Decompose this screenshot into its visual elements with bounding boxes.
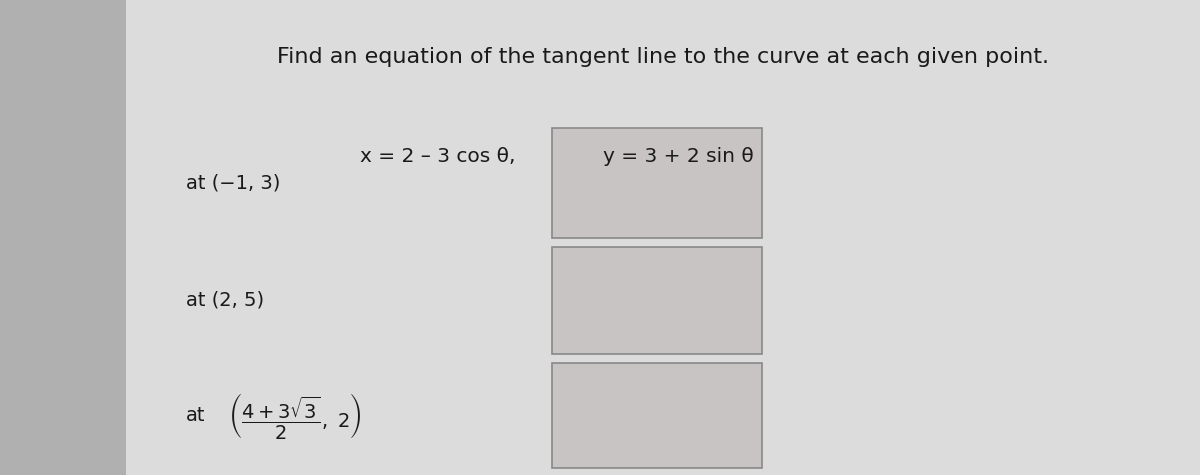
Text: $\left(\dfrac{4 + 3\sqrt{3}}{2},\ 2\right)$: $\left(\dfrac{4 + 3\sqrt{3}}{2},\ 2\righ… [228,390,361,441]
Text: Find an equation of the tangent line to the curve at each given point.: Find an equation of the tangent line to … [277,47,1049,67]
Bar [552,247,762,354]
Bar [126,0,1200,475]
Text: at: at [186,406,205,425]
Text: x = 2 – 3 cos θ,: x = 2 – 3 cos θ, [360,147,516,166]
Text: at (−1, 3): at (−1, 3) [186,173,281,192]
Bar [552,363,762,468]
Bar [552,128,762,238]
Text: at (2, 5): at (2, 5) [186,291,264,310]
Text: y = 3 + 2 sin θ: y = 3 + 2 sin θ [602,147,754,166]
